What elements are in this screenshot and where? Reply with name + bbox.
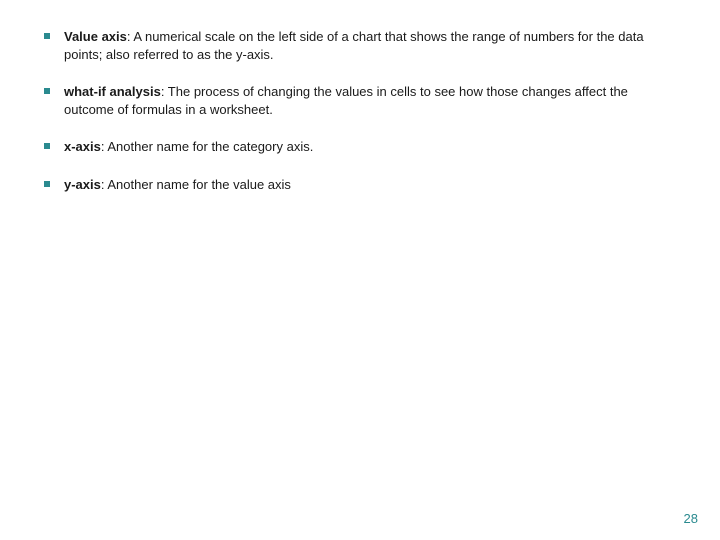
list-item: Value axis: A numerical scale on the lef… (44, 28, 676, 63)
term: x-axis (64, 139, 101, 154)
term: y-axis (64, 177, 101, 192)
term: Value axis (64, 29, 127, 44)
definition: : Another name for the value axis (101, 177, 291, 192)
slide-content: Value axis: A numerical scale on the lef… (0, 0, 720, 193)
definition-list: Value axis: A numerical scale on the lef… (44, 28, 676, 193)
list-item: y-axis: Another name for the value axis (44, 176, 676, 194)
list-item: x-axis: Another name for the category ax… (44, 138, 676, 156)
page-number: 28 (684, 511, 698, 526)
term: what-if analysis (64, 84, 161, 99)
list-item: what-if analysis: The process of changin… (44, 83, 676, 118)
definition: : A numerical scale on the left side of … (64, 29, 644, 62)
definition: : Another name for the category axis. (101, 139, 313, 154)
